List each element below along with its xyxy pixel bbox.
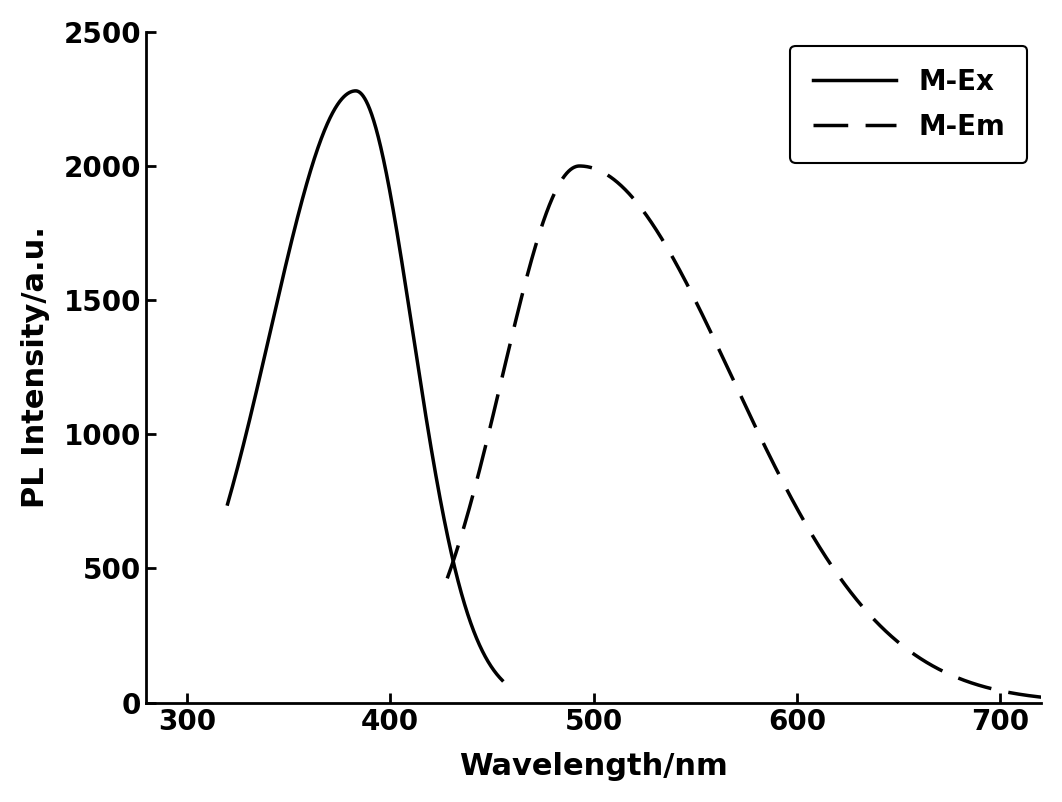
Y-axis label: PL Intensity/a.u.: PL Intensity/a.u. [21,226,50,508]
M-Ex [355,89,367,99]
M-Ex [349,86,362,95]
Legend: M-Ex, M-Em: M-Ex, M-Em [790,46,1027,163]
M-Em [909,650,922,660]
M-Em [472,473,484,483]
X-axis label: Wavelength/nm: Wavelength/nm [459,752,729,781]
M-Em [1017,691,1030,700]
M-Ex [221,499,234,508]
M-Ex [347,86,360,95]
M-Em [715,348,727,358]
M-Em [441,573,453,583]
M-Em [730,382,742,391]
M-Em [573,161,586,171]
M-Em [1034,692,1047,702]
M-Ex [438,513,450,523]
M-Ex [496,675,509,685]
M-Em [1017,691,1030,700]
M-Ex [487,666,500,675]
Line: M-Ex: M-Ex [227,91,502,680]
M-Ex [487,666,500,676]
Line: M-Em: M-Em [447,166,1041,697]
M-Ex [235,448,247,457]
